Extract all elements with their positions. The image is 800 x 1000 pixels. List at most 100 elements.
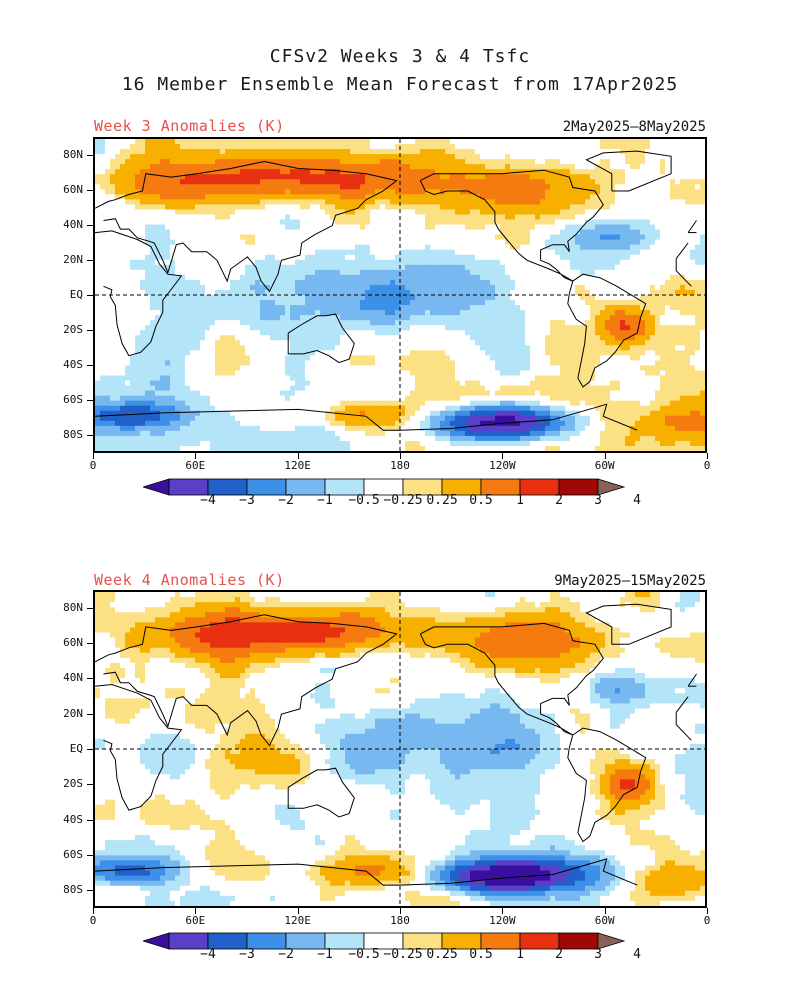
colorbar-label: −4 <box>200 947 216 962</box>
coastline <box>675 258 692 287</box>
panel-label: Week 4 Anomalies (K) <box>94 571 285 589</box>
lon-tick-label: 120W <box>489 914 516 927</box>
lon-tick <box>400 453 401 459</box>
lat-tick-label: 40N <box>63 671 83 685</box>
colorbar-label: −2 <box>278 947 294 962</box>
lat-tick-label: 60N <box>63 182 83 196</box>
colorbar-label: 4 <box>633 947 641 962</box>
coastline <box>95 614 398 747</box>
coastline <box>419 622 604 736</box>
coastline <box>675 696 689 713</box>
lon-tick <box>502 908 504 914</box>
coastline <box>95 408 400 431</box>
colorbar <box>143 478 626 496</box>
coastline <box>399 858 638 886</box>
coastline <box>567 273 647 388</box>
lat-tick-label: 80N <box>63 147 83 161</box>
lat-tick <box>87 224 93 226</box>
lat-tick <box>87 643 93 644</box>
colorbar-label: 1 <box>516 947 524 962</box>
anomaly-field <box>95 592 705 906</box>
lat-tick-label: 20S <box>63 323 83 337</box>
colorbar-label: −0.5 <box>348 947 380 962</box>
lon-tick-label: 120E <box>284 914 311 927</box>
colorbar-label: −0.25 <box>383 947 423 962</box>
coastline <box>585 150 672 192</box>
lat-tick <box>87 713 93 715</box>
lat-tick <box>87 855 93 856</box>
lon-tick <box>604 908 606 914</box>
panel-label: Week 3 Anomalies (K) <box>94 117 285 135</box>
chart-title-line-1: CFSv2 Weeks 3 & 4 Tsfc <box>269 46 531 67</box>
colorbar-label: 4 <box>633 493 641 508</box>
lat-tick <box>87 154 93 156</box>
coastlines <box>95 603 697 886</box>
colorbar-label: 0.5 <box>469 493 493 508</box>
colorbar-label: −3 <box>239 947 255 962</box>
lat-tick-label: 40S <box>63 812 83 826</box>
lat-tick <box>87 607 93 609</box>
map-frame <box>93 137 707 453</box>
coastline <box>675 712 692 741</box>
map-frame <box>93 590 707 908</box>
lon-tick-label: 180 <box>390 459 410 472</box>
lon-tick-label: 0 <box>703 459 711 472</box>
lat-tick <box>87 749 93 750</box>
chart-title-line-2: 16 Member Ensemble Mean Forecast from 17… <box>121 74 679 95</box>
lon-tick-label: 120W <box>489 459 516 472</box>
coastlines <box>95 150 697 431</box>
colorbar-label: −3 <box>239 493 255 508</box>
lon-tick <box>297 908 299 914</box>
lon-tick-label: 180 <box>390 914 410 927</box>
lat-tick <box>87 400 93 402</box>
lat-tick <box>87 784 93 786</box>
coastline <box>95 863 400 886</box>
coastline <box>687 673 697 687</box>
coastline <box>95 160 398 293</box>
anomaly-map <box>95 592 705 906</box>
colorbar-label: −1 <box>317 947 333 962</box>
colorbar-label: 0.5 <box>469 947 493 962</box>
lon-tick-label: 120E <box>284 459 311 472</box>
lat-tick <box>87 365 93 367</box>
coastline <box>95 230 183 357</box>
colorbar-min-arrow <box>143 478 170 496</box>
lat-tick <box>87 678 93 680</box>
coastline <box>287 313 355 364</box>
lat-tick <box>87 295 93 296</box>
lat-tick-label: 40S <box>63 358 83 372</box>
colorbar-label: −0.25 <box>383 493 423 508</box>
lon-tick-label: 60E <box>185 459 206 472</box>
colorbar-max-arrow <box>597 478 626 496</box>
lon-tick-label: 60W <box>594 914 615 927</box>
lon-tick <box>93 908 94 914</box>
colorbar-label: 1 <box>516 493 524 508</box>
lat-tick <box>87 435 93 437</box>
colorbar-max-arrow <box>597 932 626 950</box>
coastline <box>585 603 672 645</box>
colorbar-min-arrow <box>143 932 170 950</box>
lat-tick-label: 40N <box>63 217 83 231</box>
colorbar-label: −1 <box>317 493 333 508</box>
lat-tick-label: 20N <box>63 706 83 720</box>
lat-tick-label: 80N <box>63 600 83 614</box>
coastline <box>567 727 647 843</box>
lon-tick-label: 0 <box>89 459 97 472</box>
coastline <box>399 403 638 431</box>
coastline <box>95 683 183 811</box>
lon-tick <box>604 453 606 459</box>
lat-tick-label: 60N <box>63 636 83 649</box>
lat-tick <box>87 259 93 261</box>
lon-tick <box>297 453 299 459</box>
lon-tick-label: 60W <box>594 459 615 472</box>
lat-tick-label: 60S <box>63 848 83 861</box>
lat-tick <box>87 819 93 821</box>
colorbar-label: 3 <box>594 947 602 962</box>
lat-tick-label: EQ <box>69 288 83 301</box>
colorbar-label: 3 <box>594 493 602 508</box>
colorbar-label: −0.5 <box>348 493 380 508</box>
colorbar-label: −2 <box>278 493 294 508</box>
lon-tick <box>707 453 708 459</box>
colorbar-label: 2 <box>555 947 563 962</box>
lon-tick <box>195 453 197 459</box>
